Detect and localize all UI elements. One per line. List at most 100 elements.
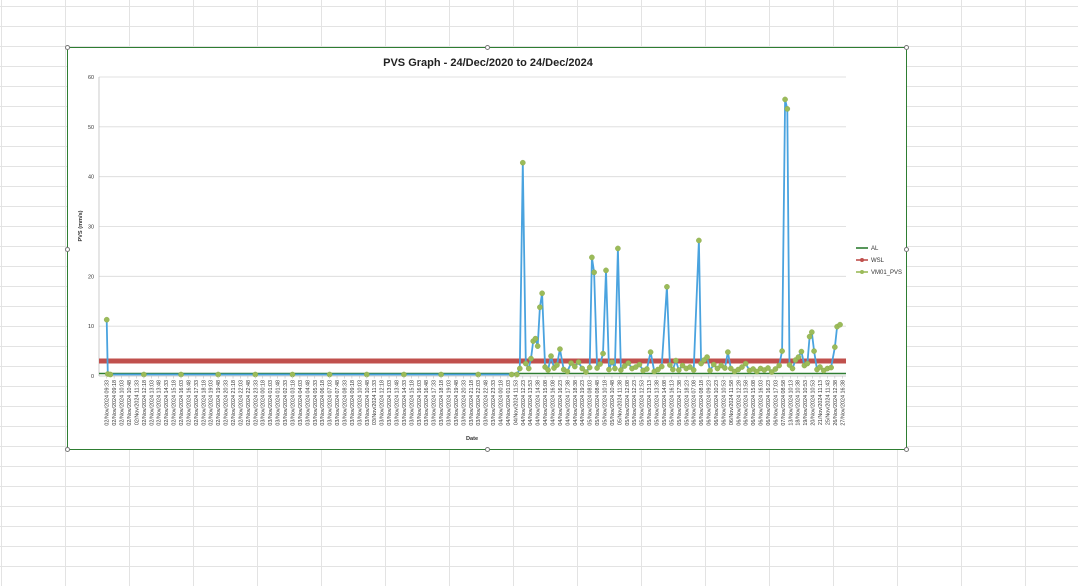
x-tick-label: 06/Nov/2024 16:03 [759,380,765,426]
x-tick-label: 03/Nov/2024 10:03 [357,380,363,426]
data-point [522,360,529,367]
x-axis-title: Date [466,436,478,442]
x-tick-label: 05/Nov/2024 13:38 [655,380,661,426]
data-point [647,349,654,355]
x-tick-label: 03/Nov/2024 02:33 [283,380,289,426]
x-tick-label: 02/Nov/2024 20:33 [224,380,230,426]
data-point [532,335,539,342]
x-tick-label: 02/Nov/2024 19:03 [209,380,215,426]
chart-frame[interactable]: PVS Graph - 24/Dec/2020 to 24/Dec/2024 0… [65,45,909,452]
x-tick-label: 03/Nov/2024 14:33 [402,380,408,426]
x-tick-label: 04/Nov/2024 16:23 [558,380,564,426]
x-tick-label: 05/Nov/2024 12:08 [625,380,631,426]
data-point [636,361,643,368]
resize-handle-middle-left[interactable] [65,247,70,252]
x-tick-label: 02/Nov/2024 18:18 [201,380,207,426]
data-point [625,360,632,366]
y-tick-label: 60 [88,75,94,81]
x-tick-label: 07/Nov/2024 08:58 [781,380,787,426]
resize-handle-middle-right[interactable] [904,247,909,252]
data-point [722,365,728,371]
data-point [667,362,673,368]
data-point [704,354,710,360]
data-point [832,344,838,350]
data-point [612,365,618,372]
x-tick-label: 02/Nov/2024 10:03 [120,380,126,426]
data-point [519,159,526,166]
x-tick-label: 03/Nov/2024 23:33 [491,380,497,426]
x-tick-label: 03/Nov/2024 17:33 [432,380,438,426]
x-tick-label: 06/Nov/2024 12:28 [736,380,742,426]
data-point [658,363,665,370]
data-point [714,365,721,372]
x-tick-label: 04/Nov/2024 01:03 [506,380,512,426]
data-point [696,237,702,244]
data-point [572,363,578,370]
x-tick-label: 03/Nov/2024 18:18 [439,380,445,426]
data-point [828,364,834,371]
data-point [603,267,609,274]
data-point [618,367,624,373]
x-tick-label: 02/Nov/2024 09:18 [112,380,118,426]
x-tick-label: 02/Nov/2024 19:48 [216,380,222,426]
x-axis-ticks: 02/Nov/2024 09:33 02/Nov/2024 09:18 02/Nov… [105,376,846,426]
resize-handle-top-middle[interactable] [485,45,490,50]
data-point [579,365,586,372]
x-tick-label: 06/Nov/2024 09:23 [707,380,713,426]
data-point [804,360,811,367]
x-tick-label: 04/Nov/2024 11:53 [513,380,519,425]
data-point [811,348,817,354]
chart-title: PVS Graph - 24/Dec/2020 to 24/Dec/2024 [383,57,594,69]
data-point [742,360,749,367]
x-tick-label: 05/Nov/2024 18:23 [684,380,690,426]
data-point [568,360,574,366]
y-tick-label: 20 [88,274,94,280]
legend[interactable]: AL WSL VM01_PVS [856,246,902,276]
x-tick-label: 03/Nov/2024 07:03 [328,380,334,426]
x-tick-label: 02/Nov/2024 22:03 [238,380,244,426]
x-tick-label: 05/Nov/2024 16:13 [669,380,675,426]
x-tick-label: 06/Nov/2024 11:58 [729,380,735,425]
x-tick-label: 03/Nov/2024 15:18 [409,380,415,426]
x-tick-label: 03/Nov/2024 04:03 [298,380,304,426]
data-point [772,366,779,372]
data-point [795,354,802,360]
data-point [798,348,805,355]
x-tick-label: 06/Nov/2024 17:03 [773,380,779,426]
data-point [545,367,551,373]
data-point [583,369,589,375]
x-tick-label: 06/Nov/2024 16:23 [766,380,772,426]
y-axis-ticks: 0 10 20 30 40 50 60 [88,75,94,380]
resize-handle-top-left[interactable] [65,45,70,50]
y-axis-title: PVS (mm/s) [78,210,84,241]
resize-handle-top-right[interactable] [904,45,909,50]
data-point [806,333,813,340]
x-tick-label: 04/Nov/2024 18:38 [573,380,579,426]
resize-handle-bottom-middle[interactable] [485,447,490,452]
resize-handle-bottom-left[interactable] [65,447,70,452]
legend-label: AL [871,246,879,252]
data-point [728,365,734,372]
data-point [508,371,515,378]
chart-svg: PVS Graph - 24/Dec/2020 to 24/Dec/2024 0… [78,57,902,442]
gridlines [99,76,846,327]
x-tick-label: 03/Nov/2024 19:48 [454,380,460,426]
data-point [779,348,785,354]
x-tick-label: 25/Nov/2024 11:43 [825,380,831,425]
x-tick-label: 02/Nov/2024 17:33 [194,380,200,426]
x-tick-label: 03/Nov/2024 21:18 [469,380,475,426]
legend-item-al: AL [856,246,879,252]
data-point [789,365,796,372]
data-point [673,357,679,364]
x-tick-label: 05/Nov/2024 13:13 [647,380,653,426]
x-tick-label: 18/Nov/2024 10:38 [796,380,802,426]
data-point [594,365,600,371]
data-point [765,365,771,371]
y-tick-label: 10 [88,324,94,330]
resize-handle-bottom-right[interactable] [904,447,909,452]
x-tick-label: 04/Nov/2024 16:08 [551,380,557,426]
x-tick-label: 03/Nov/2024 04:48 [305,380,311,426]
series-line-vm01-pvs [105,98,841,376]
x-tick-label: 03/Nov/2024 22:48 [484,380,490,426]
data-point [564,368,571,375]
